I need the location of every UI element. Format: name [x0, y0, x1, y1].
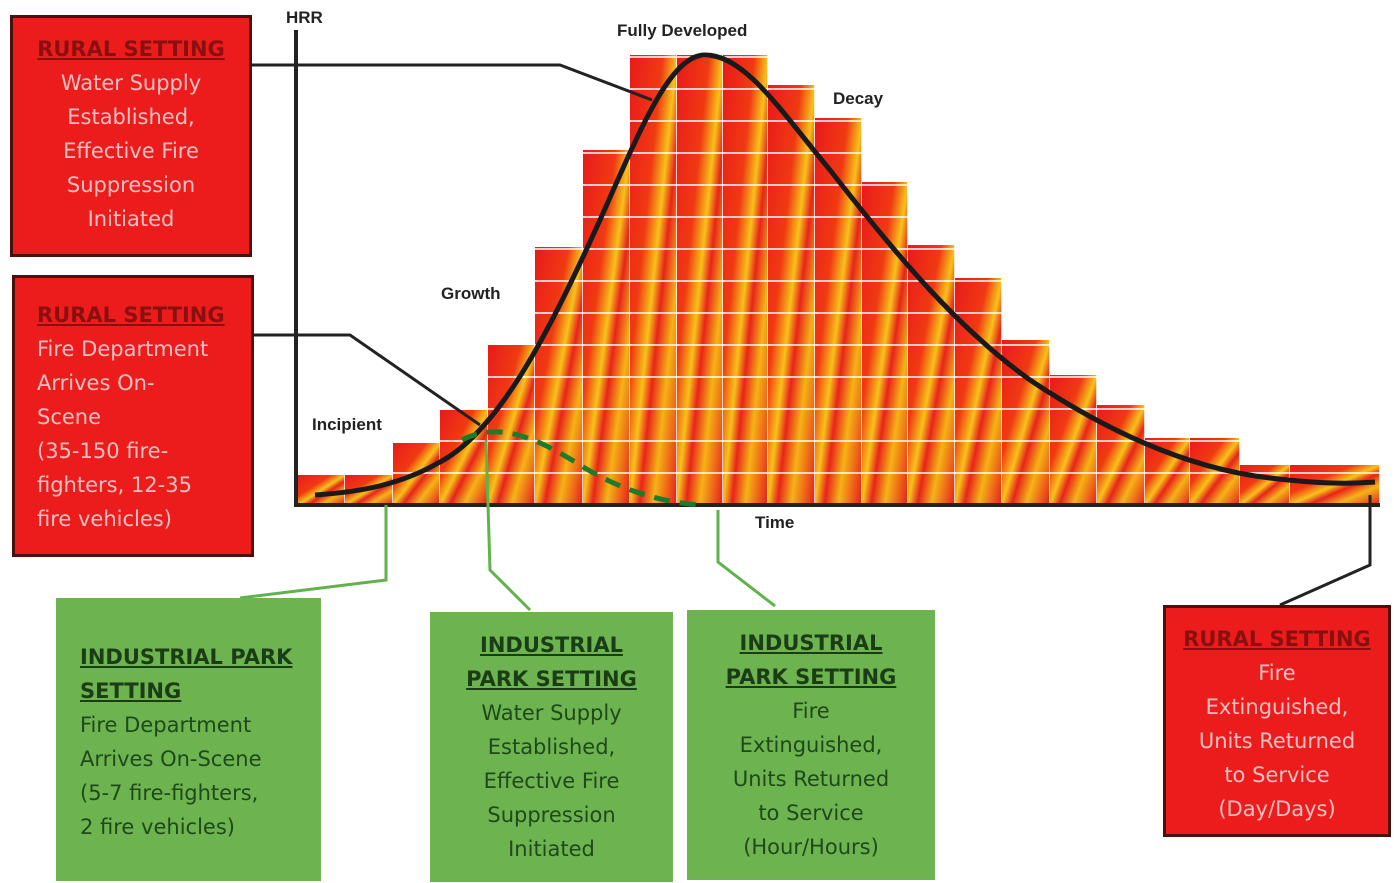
box-text: fighters, 12-35 — [37, 473, 192, 497]
stage-label: Decay — [833, 89, 884, 108]
box-text: Established, — [487, 735, 616, 759]
rural-box: RURAL SETTING Fire Extinguished, Units Retu… — [1163, 605, 1391, 837]
connector — [254, 333, 481, 427]
box-text: Established, — [67, 105, 195, 129]
box-heading: PARK SETTING — [466, 667, 637, 691]
flame-cell — [298, 475, 345, 505]
box-heading: INDUSTRIAL — [739, 631, 883, 655]
flame-cell — [677, 55, 723, 505]
box-text: Units Returned — [732, 767, 890, 791]
box-text: to Service — [758, 801, 864, 825]
box-text: (5-7 fire-fighters, — [80, 781, 259, 805]
box-heading: RURAL SETTING — [37, 303, 225, 327]
stage-label: Incipient — [312, 415, 382, 434]
box-text: Effective Fire — [483, 769, 620, 793]
box-text: to Service — [1224, 763, 1330, 787]
stage-label: Fully Developed — [617, 21, 747, 40]
rural-box: RURAL SETTING Water Supply Established, Eff… — [10, 15, 252, 257]
box-text: Fire — [1258, 661, 1296, 685]
box-heading: SETTING — [80, 679, 182, 703]
box-text: (Day/Days) — [1218, 797, 1336, 821]
box-text: 2 fire vehicles) — [80, 815, 235, 839]
x-axis-label: Time — [755, 513, 794, 532]
box-text: Water Supply — [60, 71, 202, 95]
industrial-curve — [460, 429, 701, 508]
hrr-bars — [298, 55, 1381, 505]
hrr-curve — [314, 52, 1376, 498]
box-text: Initiated — [87, 207, 175, 231]
connector — [716, 510, 776, 608]
box-text: Suppression — [487, 803, 616, 827]
connector — [484, 439, 532, 612]
flame-cell — [955, 278, 1002, 505]
industrial-box: INDUSTRIAL PARK SETTING Fire Extinguished, U… — [687, 610, 935, 880]
box-text: Extinguished, — [739, 733, 883, 757]
box-text: Fire — [792, 699, 830, 723]
box-heading: INDUSTRIAL — [480, 633, 623, 657]
box-text: Extinguished, — [1205, 695, 1349, 719]
box-text: Fire Department — [80, 713, 252, 737]
connector — [239, 505, 388, 600]
y-axis-label: HRR — [286, 8, 323, 27]
connector — [252, 63, 653, 102]
flame-cell — [862, 182, 908, 505]
box-text: Suppression — [66, 173, 196, 197]
flame-cell — [630, 55, 677, 505]
flame-cell — [1097, 405, 1145, 505]
flame-cell — [1240, 465, 1290, 505]
box-text: Arrives On-Scene — [80, 747, 262, 771]
flame-cell — [768, 85, 815, 505]
box-text: (35-150 fire- — [37, 439, 169, 463]
box-text: Initiated — [508, 837, 595, 861]
box-text: Units Returned — [1198, 729, 1356, 753]
box-heading: RURAL SETTING — [37, 37, 225, 61]
box-text: Fire Department — [37, 337, 209, 361]
flame-cell — [815, 118, 862, 505]
box-heading: INDUSTRIAL PARK — [80, 645, 293, 669]
box-heading: RURAL SETTING — [1183, 627, 1371, 651]
flame-cell — [908, 245, 955, 505]
industrial-box: INDUSTRIAL PARK SETTING Fire Department Arr… — [56, 598, 321, 881]
flame-cell — [723, 55, 768, 505]
industrial-box: INDUSTRIAL PARK SETTING Water Supply Establ… — [430, 612, 673, 882]
rural-box: RURAL SETTING Fire Department Arrives On- S… — [12, 275, 254, 557]
box-text: Water Supply — [481, 701, 622, 725]
flame-cell — [535, 247, 583, 505]
box-text: Arrives On- — [37, 371, 155, 395]
flame-cell — [488, 345, 535, 505]
connector — [1279, 495, 1372, 607]
box-text: Effective Fire — [63, 139, 199, 163]
box-text: (Hour/Hours) — [743, 835, 879, 859]
box-text: fire vehicles) — [37, 507, 172, 531]
stage-label: Growth — [441, 284, 501, 303]
box-text: Scene — [37, 405, 102, 429]
box-heading: PARK SETTING — [725, 665, 897, 689]
